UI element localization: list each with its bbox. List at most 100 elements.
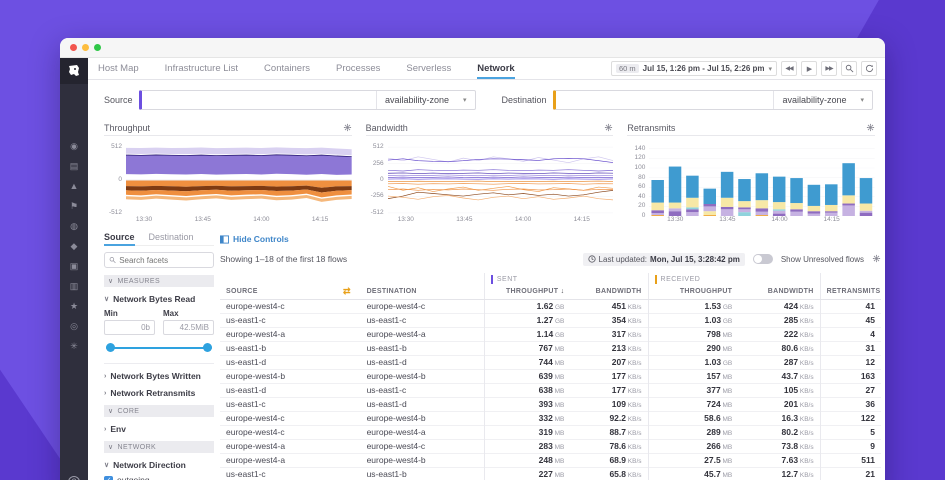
table-row[interactable]: europe-west4-b europe-west4-b 639 MB 177 KB… (220, 369, 881, 383)
retransmits-cell: 31 (819, 341, 881, 355)
column-header-destination[interactable]: DESTINATION (360, 285, 485, 300)
source-facet-select[interactable]: availability-zone ▾ (375, 91, 475, 109)
facet-label: Network Retransmits (110, 388, 196, 398)
datadog-logo[interactable] (60, 58, 88, 84)
swap-cell (333, 425, 360, 439)
source-filter-box: availability-zone ▾ (138, 90, 476, 110)
time-range-picker[interactable]: 60 m Jul 15, 1:26 pm - Jul 15, 2:26 pm ▾ (610, 61, 777, 76)
table-row[interactable]: europe-west4-a europe-west4-b 248 MB 68.9 K… (220, 453, 881, 467)
facet-search-input[interactable] (119, 255, 209, 265)
security-icon[interactable]: ★ (69, 301, 79, 311)
checkbox-outgoing[interactable]: ✓ (104, 475, 113, 480)
logs-icon[interactable]: ▥ (69, 281, 79, 291)
facet-network-bytes-read[interactable]: ∨ Network Bytes Read (104, 294, 196, 304)
help-icon[interactable]: ? (68, 476, 80, 480)
core-section-header[interactable]: ∨ CORE (104, 405, 214, 417)
table-row[interactable]: us-east1-d us-east1-c 638 MB 177 KB/s 377 MB… (220, 383, 881, 397)
metric-cell: 213 KB/s (611, 343, 642, 353)
column-header-source[interactable]: SOURCE (220, 285, 334, 300)
synthetics-icon[interactable]: ✳ (70, 341, 78, 351)
table-settings-icon[interactable] (872, 250, 881, 268)
destination-facet-select[interactable]: availability-zone ▾ (773, 91, 872, 109)
swap-cell (333, 453, 360, 467)
time-back-button[interactable]: ◀◀ (781, 61, 797, 76)
facet-network-retransmits[interactable]: › Network Retransmits (104, 388, 196, 398)
close-window-button[interactable] (70, 44, 77, 51)
facet-network-bytes-written[interactable]: › Network Bytes Written (104, 371, 201, 381)
time-play-button[interactable]: ▶ (801, 61, 817, 76)
uxm-icon[interactable]: ◎ (70, 321, 78, 331)
table-row[interactable]: us-east1-c us-east1-b 227 MB 65.8 KB/s 45.7 … (220, 467, 881, 480)
table-row[interactable]: us-east1-d us-east1-d 744 MB 207 KB/s 1.03 G… (220, 355, 881, 369)
infrastructure-icon[interactable]: ▲ (69, 181, 79, 191)
table-row[interactable]: europe-west4-a europe-west4-a 1.14 GB 317 K… (220, 327, 881, 341)
destination-filter-input[interactable] (555, 91, 774, 109)
tab-host-map[interactable]: Host Map (98, 63, 139, 74)
facet-tab-source[interactable]: Source (104, 232, 135, 246)
max-value-input[interactable]: 42.5MiB (163, 320, 214, 335)
chart-plot-area[interactable] (126, 144, 352, 216)
watchdog-icon[interactable]: ◉ (70, 141, 78, 151)
column-header-sent-throughput[interactable]: THROUGHPUT ↓ (483, 285, 571, 300)
min-value-input[interactable]: 0b (104, 320, 155, 335)
destination-filter-box: availability-zone ▾ (552, 90, 873, 110)
flows-table: SENT RECEIVED SOURCE ⇄ (220, 273, 881, 480)
hide-controls-button[interactable]: Hide Controls (220, 232, 881, 246)
apm-icon[interactable]: ◆ (70, 241, 78, 251)
chart-settings-icon[interactable] (343, 119, 352, 137)
network-section-header[interactable]: ∨ NETWORK (104, 441, 214, 453)
slider-handle-max[interactable] (203, 343, 212, 352)
minimize-window-button[interactable] (82, 44, 89, 51)
monitors-icon[interactable]: ⚑ (69, 201, 79, 211)
tab-infrastructure-list[interactable]: Infrastructure List (164, 63, 239, 74)
network-icon[interactable]: ▣ (69, 261, 79, 271)
slider-handle-min[interactable] (106, 343, 115, 352)
hide-controls-label: Hide Controls (233, 234, 289, 244)
metric-cell: 227 MB (483, 467, 571, 480)
tab-serverless[interactable]: Serverless (406, 63, 452, 74)
unresolved-flows-toggle[interactable] (752, 254, 773, 264)
tab-containers[interactable]: Containers (264, 63, 310, 74)
facet-network-direction[interactable]: ∨ Network Direction (104, 460, 186, 470)
table-row[interactable]: europe-west4-c europe-west4-a 319 MB 88.7 K… (220, 425, 881, 439)
maximize-window-button[interactable] (94, 44, 101, 51)
dashboards-icon[interactable]: ▤ (69, 161, 79, 171)
table-row[interactable]: europe-west4-c europe-west4-b 332 MB 92.2 K… (220, 411, 881, 425)
table-row[interactable]: us-east1-c us-east1-d 393 MB 109 KB/s 724 MB… (220, 397, 881, 411)
metric-cell: 177 KB/s (611, 371, 642, 381)
metric-cell: 248 MB (483, 453, 571, 467)
facet-env[interactable]: › Env (104, 424, 126, 434)
column-header-recv-throughput[interactable]: THROUGHPUT (647, 285, 739, 300)
column-header-retransmits[interactable]: RETRANSMITS (819, 285, 881, 300)
tab-network[interactable]: Network (477, 58, 516, 79)
zoom-icon[interactable] (841, 61, 857, 76)
last-updated-value: Mon, Jul 15, 3:28:42 pm (650, 254, 740, 264)
retransmits-cell: 45 (819, 313, 881, 327)
metric-cell: 12.7 KB/s (781, 469, 814, 480)
source-filter-input[interactable] (141, 91, 376, 109)
integrations-icon[interactable]: ◍ (70, 221, 78, 231)
table-row[interactable]: europe-west4-a europe-west4-c 283 MB 78.6 K… (220, 439, 881, 453)
refresh-icon[interactable] (861, 61, 877, 76)
table-row[interactable]: europe-west4-c europe-west4-c 1.62 GB 451 K… (220, 299, 881, 313)
flows-table-container[interactable]: SENT RECEIVED SOURCE ⇄ (220, 268, 881, 480)
tab-processes[interactable]: Processes (336, 63, 381, 74)
time-range-badge: 60 m (615, 64, 639, 73)
table-row[interactable]: us-east1-c us-east1-c 1.27 GB 354 KB/s 1.03 … (220, 313, 881, 327)
swap-source-destination-icon[interactable]: ⇄ (333, 285, 361, 300)
chart-plot-area[interactable] (387, 144, 614, 216)
metric-cell: 285 KB/s (783, 315, 814, 325)
column-header-recv-bandwidth[interactable]: BANDWIDTH (738, 285, 821, 300)
chart-title: Bandwidth (365, 122, 408, 133)
swap-cell (333, 397, 360, 411)
column-header-sent-bandwidth[interactable]: BANDWIDTH (570, 285, 649, 300)
metric-cell: 58.6 MB (647, 411, 739, 425)
chart-plot-area[interactable] (649, 144, 876, 216)
chart-settings-icon[interactable] (866, 119, 875, 137)
time-forward-button[interactable]: ▶▶ (821, 61, 837, 76)
facet-tab-destination[interactable]: Destination (148, 232, 194, 242)
metric-cell: 377 MB (647, 383, 739, 397)
measures-section-header[interactable]: ∨ MEASURES (104, 275, 214, 287)
table-row[interactable]: us-east1-b us-east1-b 767 MB 213 KB/s 290 MB… (220, 341, 881, 355)
chart-settings-icon[interactable] (604, 119, 613, 137)
